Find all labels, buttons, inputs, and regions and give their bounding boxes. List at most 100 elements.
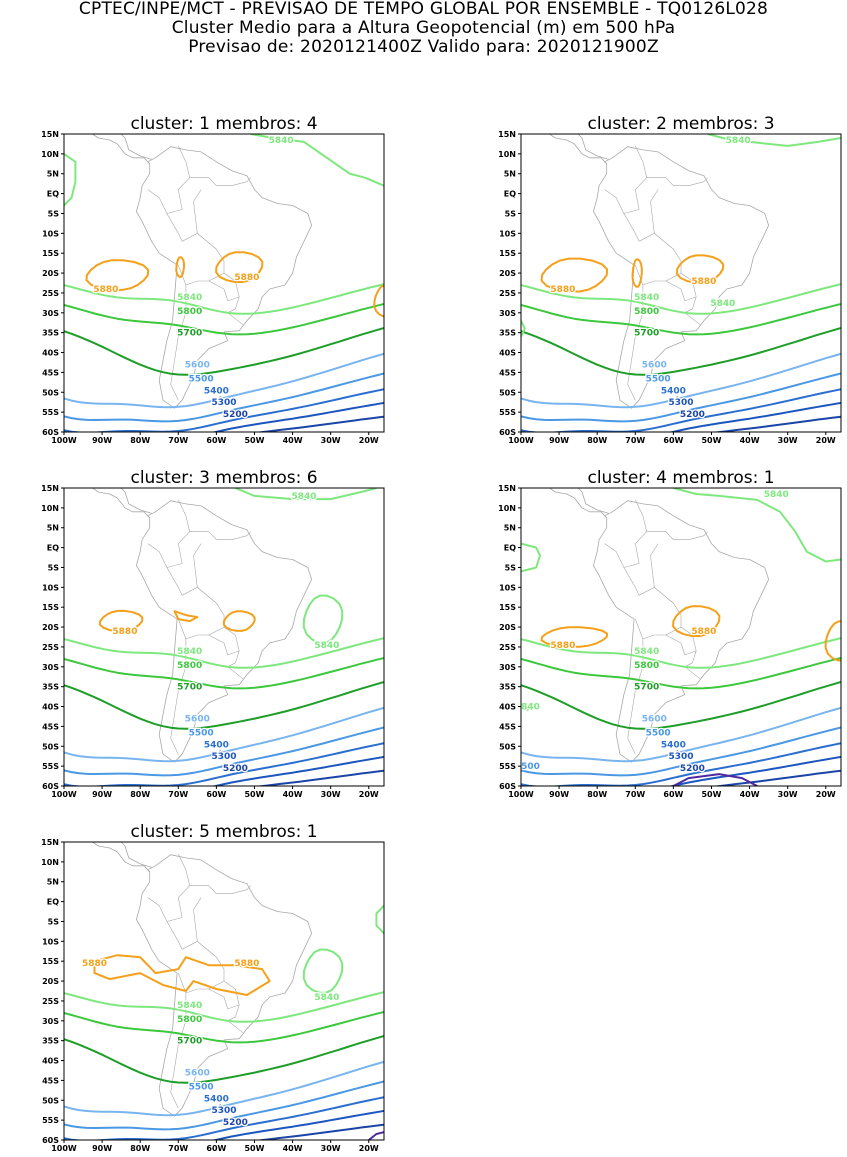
country-border (627, 639, 644, 755)
lat-tick-label: 55S (42, 408, 59, 417)
lat-tick-label: 60S (499, 782, 516, 791)
label-5200: 5200 (223, 1118, 248, 1128)
label-5880: 5880 (550, 641, 575, 651)
lat-tick-label: 40S (42, 349, 59, 358)
lon-tick-label: 90W (549, 790, 569, 799)
lat-tick-label: 10S (42, 937, 59, 946)
lat-tick-label: 15S (499, 249, 516, 258)
contour-5500 (521, 372, 841, 423)
country-border (665, 626, 697, 656)
contour-5200 (255, 769, 384, 786)
contour-5880 (98, 609, 144, 633)
contour-5400 (64, 1096, 384, 1140)
country-border (189, 531, 251, 540)
lat-tick-label: 30S (42, 309, 59, 318)
contour-5880 (215, 251, 264, 283)
label-5840: 5840 (177, 1001, 202, 1011)
label-5880: 5880 (691, 627, 716, 637)
map-content: 5840 5800 5700 5600 5500 5400 5300 5200 5880 5880… (64, 842, 384, 1140)
lat-tick-label: 15N (498, 484, 516, 493)
lat-tick-label: 10N (41, 858, 59, 867)
axis-labels: 15N 10N 5N EQ 5S 10S 15S 20S 25S 30S 35S 40S 45S 50S 5… (41, 838, 379, 1153)
lat-tick-label: 5S (48, 563, 60, 572)
lat-tick-label: 15N (498, 130, 516, 139)
label-5840: 5840 (291, 492, 316, 502)
country-border (604, 145, 647, 214)
lon-tick-label: 90W (549, 436, 569, 445)
contour-5700 (64, 327, 384, 376)
contour-5880 (540, 257, 609, 293)
contour-5400 (521, 742, 841, 786)
lat-tick-label: 15N (41, 130, 59, 139)
coastline-layer (548, 134, 769, 409)
lon-tick-label: 60W (206, 790, 226, 799)
contour-layer (64, 134, 384, 432)
label-5600: 5600 (185, 360, 210, 370)
map-plot: 5840 5800 5700 5600 5500 5400 5300 5200 5840 5880… (41, 484, 385, 799)
cluster-title: cluster: 1 membros: 4 (130, 114, 318, 134)
contour-5300 (210, 1109, 384, 1140)
lat-tick-label: 5S (48, 917, 60, 926)
contour-labels: 5840 5800 5700 5600 5500 5400 5300 5200 5840 5880… (111, 491, 340, 776)
country-border (189, 177, 251, 186)
contour-labels: 5840 5800 5700 5600 5500 5400 5300 5200 5840 5880… (549, 135, 752, 422)
lat-tick-label: 10N (498, 150, 516, 159)
label-5300: 5300 (668, 398, 693, 408)
axis-labels: 15N 10N 5N EQ 5S 10S 15S 20S 25S 30S 35S 40S 45S 50S 5… (41, 484, 379, 799)
lat-tick-label: 20S (499, 623, 516, 632)
label-5880: 5880 (112, 627, 137, 637)
country-border (623, 567, 682, 640)
label-5200: 5200 (680, 410, 705, 420)
lat-tick-label: EQ (504, 544, 516, 553)
contour-5500 (521, 726, 841, 777)
contour-5840 (521, 320, 526, 338)
lon-tick-label: 50W (701, 790, 721, 799)
lon-tick-label: 40W (740, 790, 760, 799)
contour-5880 (85, 259, 150, 291)
lat-tick-label: 20S (42, 269, 59, 278)
lat-tick-label: 60S (499, 428, 516, 437)
lon-tick-label: 20W (359, 436, 379, 445)
lon-tick-label: 90W (92, 1144, 112, 1153)
central-america-coastline (120, 134, 152, 160)
lon-tick-label: 60W (663, 436, 683, 445)
contour-5400 (64, 388, 384, 432)
lon-tick-label: 20W (816, 790, 836, 799)
header-line-2: Cluster Medio para a Altura Geopotencial… (171, 18, 676, 38)
lat-tick-label: 55S (42, 1116, 59, 1125)
contour-5880 (540, 626, 609, 648)
lat-tick-label: 25S (42, 997, 59, 1006)
lat-tick-label: 45S (499, 722, 516, 731)
contour-5100 (672, 773, 758, 786)
lon-tick-label: 40W (283, 790, 303, 799)
label-5880: 5880 (234, 959, 259, 969)
lon-tick-label: 30W (321, 790, 341, 799)
lat-tick-label: 55S (499, 408, 516, 417)
lat-tick-label: 10N (41, 150, 59, 159)
label-5500: 5500 (646, 728, 671, 738)
lat-tick-label: 15S (42, 249, 59, 258)
map-content: 5840 5800 5700 5600 5500 5400 5300 5200 5840 5880… (64, 488, 384, 786)
label-5400: 5400 (661, 386, 686, 396)
lat-tick-label: 5N (47, 170, 59, 179)
lat-tick-label: 45S (499, 368, 516, 377)
label-5700: 5700 (634, 329, 659, 339)
country-border (166, 921, 225, 994)
label-5840: 5840 (726, 136, 751, 146)
country-border (604, 499, 647, 568)
contour-5840 (250, 134, 384, 187)
lon-tick-label: 50W (244, 1144, 264, 1153)
label-5880: 5880 (82, 959, 107, 969)
contour-5400 (521, 388, 841, 432)
contour-5840 (673, 488, 841, 563)
cluster-panel-4: cluster: 4 membros: 1 5840 5800 5700 5600 55… (457, 468, 847, 799)
label-5400: 5400 (204, 1094, 229, 1104)
lat-tick-label: 5N (47, 878, 59, 887)
contour-5600 (64, 706, 384, 763)
lat-tick-label: 25S (499, 289, 516, 298)
map-frame (63, 487, 385, 787)
lat-tick-label: 5N (47, 524, 59, 533)
label-5840-partial: 840 (521, 703, 540, 713)
lat-tick-label: 20S (42, 623, 59, 632)
lon-tick-label: 20W (359, 790, 379, 799)
